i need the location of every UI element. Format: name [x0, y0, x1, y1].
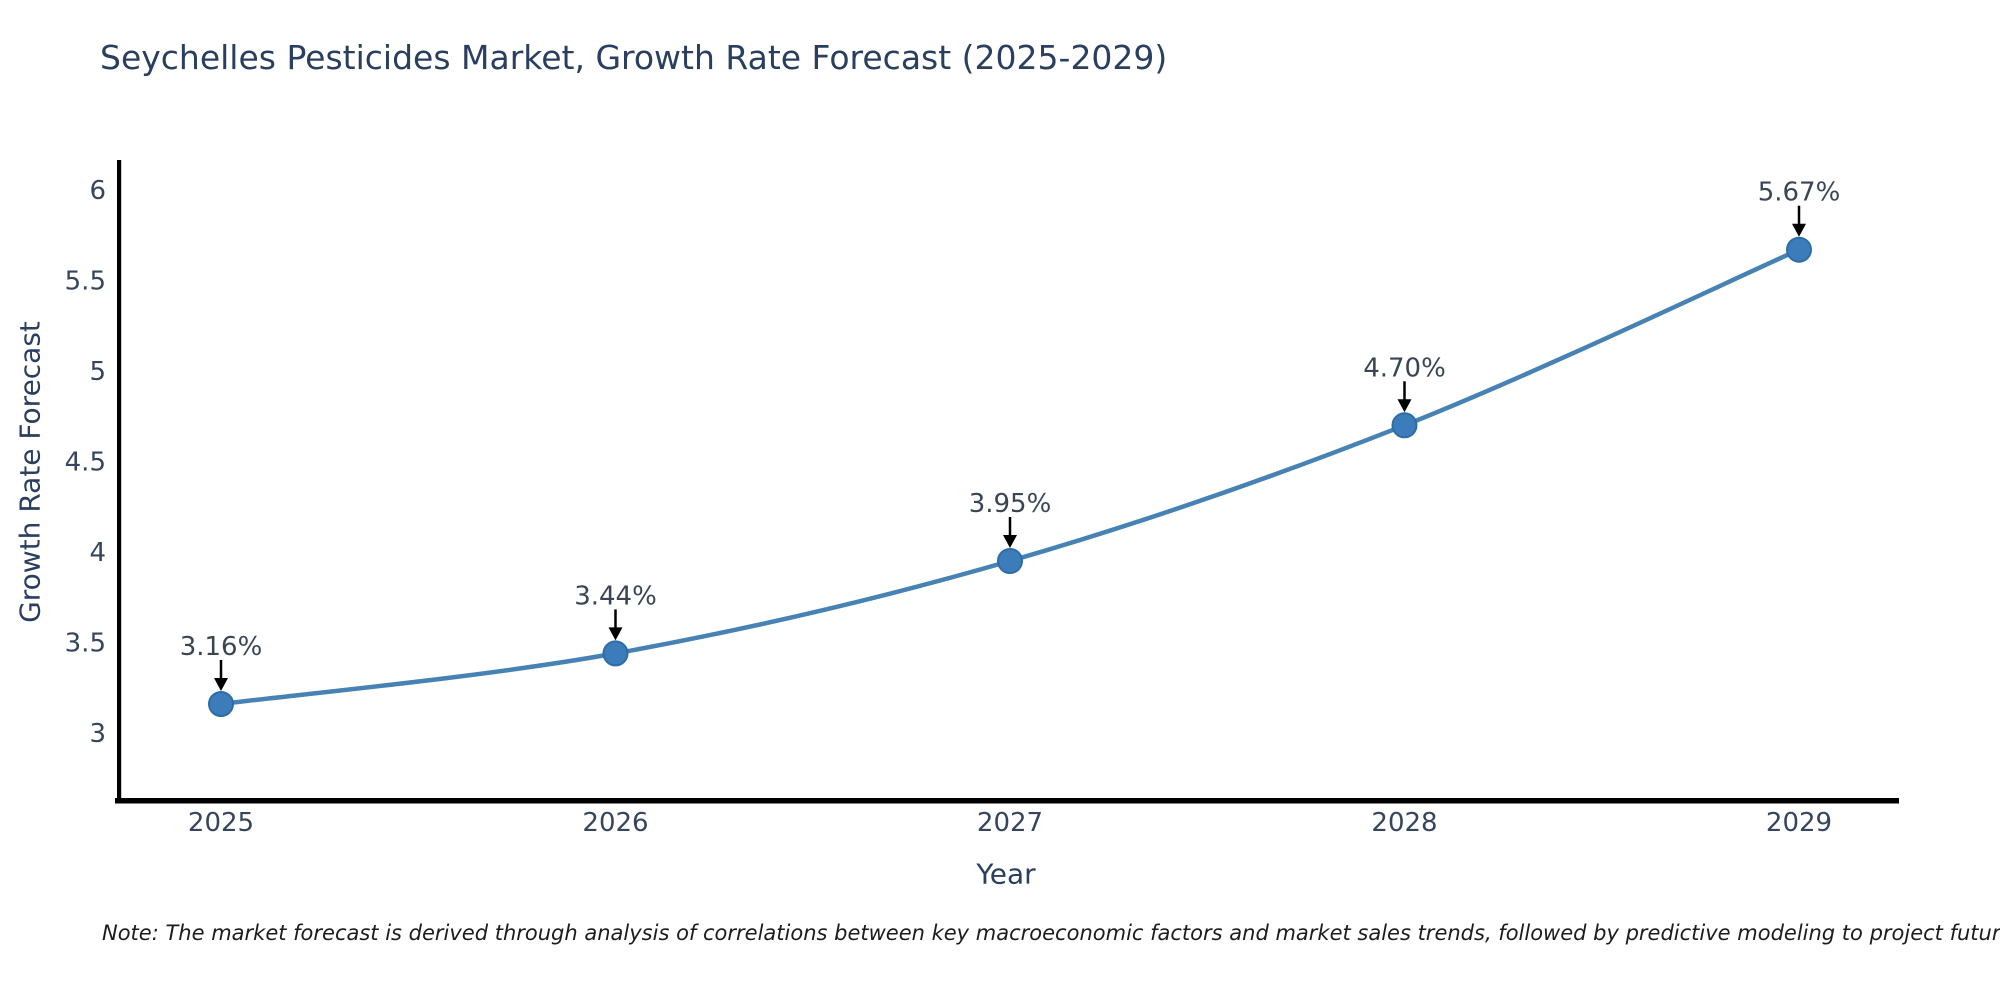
data-point-2029 [1786, 236, 1812, 263]
annotation-arrow-head [608, 627, 623, 641]
y-tick-label: 5.5 [65, 267, 106, 297]
x-tick-label: 2028 [1371, 808, 1437, 838]
chart-title: Seychelles Pesticides Market, Growth Rat… [100, 38, 1168, 77]
y-axis-title: Growth Rate Forecast [13, 321, 47, 623]
annotation-arrow-head [1397, 399, 1412, 413]
trend-line [218, 247, 1802, 707]
data-point-2028 [1391, 412, 1418, 439]
x-tick-label: 2026 [582, 808, 648, 838]
x-tick-label: 2029 [1766, 808, 1832, 838]
x-tick-label: 2027 [977, 808, 1043, 838]
annotation-arrow-head [1003, 535, 1017, 548]
data-point-label: 5.67% [1758, 178, 1841, 208]
data-point-2026 [602, 640, 629, 667]
y-tick-label: 4.5 [65, 448, 106, 478]
data-point-label: 3.44% [574, 581, 657, 611]
data-point-label: 3.16% [180, 632, 263, 662]
annotation-arrow-head [1792, 223, 1806, 237]
y-tick-label: 3 [89, 719, 106, 749]
data-point-label: 3.95% [969, 489, 1052, 519]
footnote: Note: The market forecast is derived thr… [102, 921, 2000, 945]
y-axis-line [117, 160, 122, 803]
data-point-2027 [997, 548, 1023, 574]
y-tick-label: 5 [89, 357, 106, 387]
data-point-2025 [208, 691, 234, 717]
x-tick-label: 2025 [188, 808, 254, 838]
y-tick-label: 3.5 [65, 629, 106, 659]
x-axis-title: Year [976, 857, 1036, 891]
data-point-label: 4.70% [1363, 353, 1446, 383]
x-axis-line [115, 798, 1899, 804]
y-tick-label: 6 [89, 176, 106, 206]
annotation-arrow-head [214, 678, 228, 691]
y-tick-label: 4 [89, 538, 106, 568]
